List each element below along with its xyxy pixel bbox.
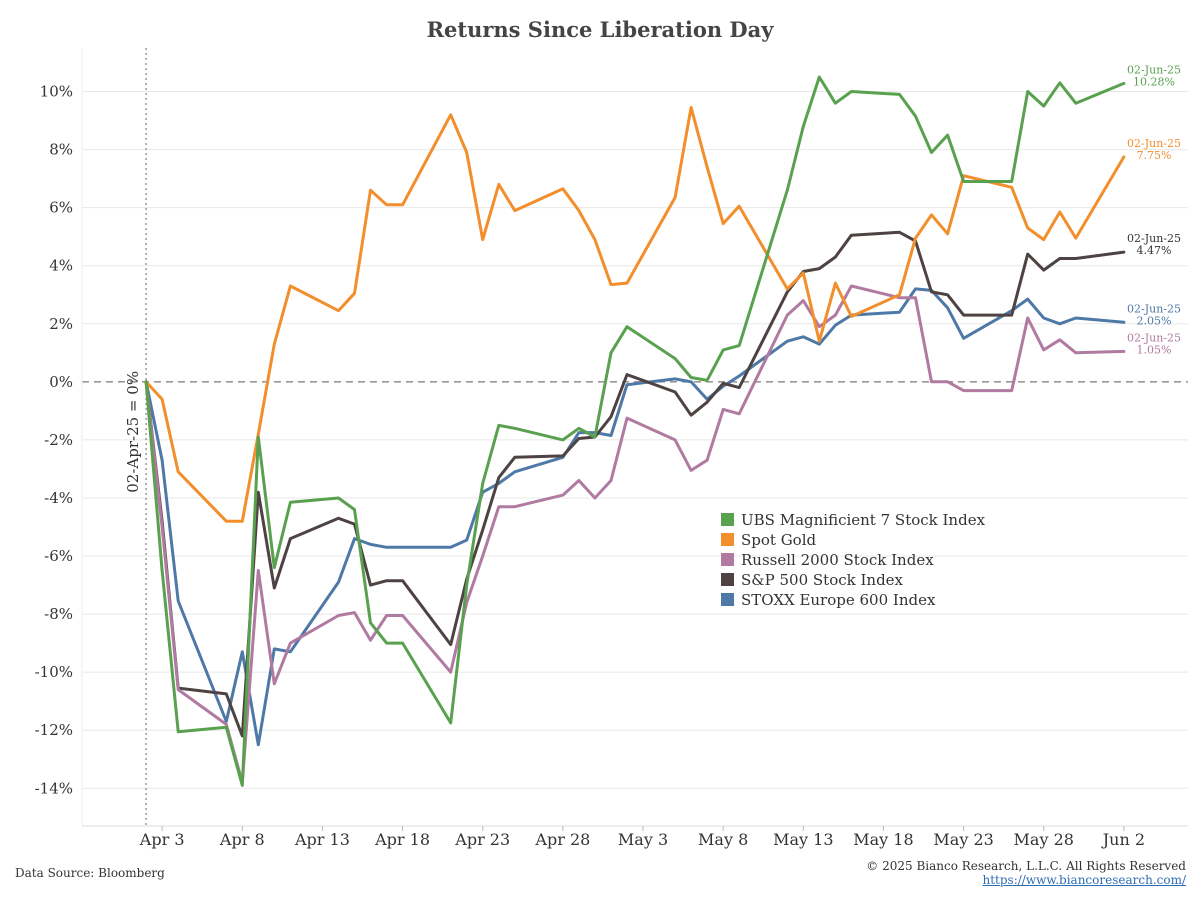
end-label-date: 02-Jun-25 xyxy=(1127,137,1181,150)
legend-swatch xyxy=(721,553,734,566)
y-tick-label: -12% xyxy=(35,721,73,739)
x-tick-label: Jun 2 xyxy=(1101,830,1145,849)
y-tick-label: 8% xyxy=(49,141,73,159)
end-label-value: 10.28% xyxy=(1133,75,1175,88)
x-tick-label: May 13 xyxy=(773,830,833,849)
x-tick-label: May 18 xyxy=(853,830,913,849)
legend-swatch xyxy=(721,573,734,586)
end-label-value: 2.05% xyxy=(1137,314,1172,327)
x-tick-label: May 3 xyxy=(618,830,668,849)
x-tick-label: Apr 13 xyxy=(294,830,350,849)
end-label-date: 02-Jun-25 xyxy=(1127,63,1181,76)
series-line xyxy=(144,106,1126,523)
legend-swatch xyxy=(721,593,734,606)
series-line xyxy=(144,75,1126,787)
y-tick-label: -10% xyxy=(35,663,73,681)
x-tick-label: May 28 xyxy=(1014,830,1074,849)
x-tick-label: Apr 23 xyxy=(454,830,510,849)
y-tick-label: -14% xyxy=(35,779,73,797)
x-tick-label: Apr 3 xyxy=(139,830,185,849)
end-label-value: 4.47% xyxy=(1137,244,1172,257)
y-tick-label: 6% xyxy=(49,199,73,217)
y-tick-label: 4% xyxy=(49,257,73,275)
end-labels: 02-Jun-2510.28%02-Jun-257.75%02-Jun-251.… xyxy=(1127,63,1181,356)
end-label-value: 7.75% xyxy=(1137,149,1172,162)
x-tick-label: May 8 xyxy=(698,830,748,849)
legend-entry: Russell 2000 Stock Index xyxy=(741,551,934,569)
legend-swatch xyxy=(721,513,734,526)
x-axis: Apr 3 Apr 8 Apr 13 Apr 18 Apr 23 Apr 28 May 3 M… xyxy=(82,825,1188,849)
series-line xyxy=(144,284,1126,784)
end-label-date: 02-Jun-25 xyxy=(1127,302,1181,315)
y-tick-label: 2% xyxy=(49,315,73,333)
legend-entry: STOXX Europe 600 Index xyxy=(741,591,936,609)
series-lines xyxy=(144,75,1126,787)
end-label-date: 02-Jun-25 xyxy=(1127,232,1181,245)
baseline-marker: 02-Apr-25 = 0% xyxy=(124,48,147,826)
bianco-research-link[interactable]: https://www.biancoresearch.com/ xyxy=(982,873,1186,887)
legend: UBS Magnificient 7 Stock Index Spot Gold R… xyxy=(721,511,986,609)
y-tick-label: -4% xyxy=(44,489,73,507)
copyright-note: © 2025 Bianco Research, L.L.C. All Right… xyxy=(866,859,1186,873)
baseline-label: 02-Apr-25 = 0% xyxy=(124,371,142,493)
y-tick-label: -2% xyxy=(44,431,73,449)
y-axis: 10% 8% 6% 4% 2% 0% -2% -4% -6% -8% -10% -12% -14% xyxy=(35,48,83,826)
end-label-date: 02-Jun-25 xyxy=(1127,331,1181,344)
x-tick-label: Apr 28 xyxy=(534,830,590,849)
end-label-value: 1.05% xyxy=(1137,343,1172,356)
x-tick-label: Apr 8 xyxy=(219,830,265,849)
legend-entry: Spot Gold xyxy=(741,531,817,549)
y-tick-label: 10% xyxy=(40,83,73,101)
x-tick-label: Apr 18 xyxy=(374,830,430,849)
y-tick-label: -8% xyxy=(44,605,73,623)
y-tick-label: -6% xyxy=(44,547,73,565)
data-source-note: Data Source: Bloomberg xyxy=(15,866,165,880)
y-tick-label: 0% xyxy=(49,373,73,391)
series-line xyxy=(144,230,1126,738)
legend-swatch xyxy=(721,533,734,546)
legend-entry: S&P 500 Stock Index xyxy=(741,571,904,589)
chart-title: Returns Since Liberation Day xyxy=(427,17,775,42)
x-tick-label: May 23 xyxy=(933,830,993,849)
legend-entry: UBS Magnificient 7 Stock Index xyxy=(741,511,986,529)
